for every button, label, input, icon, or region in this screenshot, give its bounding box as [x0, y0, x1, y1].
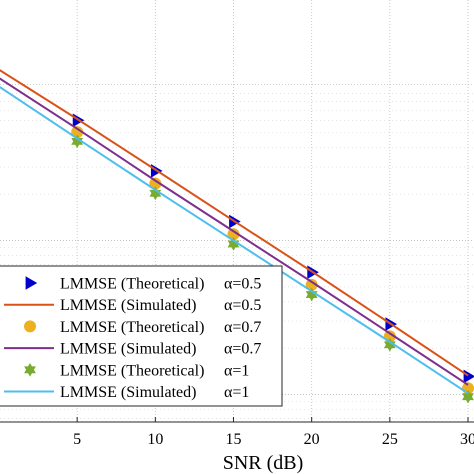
- x-tick-label: 5: [73, 431, 81, 448]
- data-point: [463, 369, 474, 384]
- legend-swatch: [24, 320, 36, 333]
- series-line: [0, 77, 469, 386]
- series-3: [0, 77, 469, 386]
- x-tick-label: 25: [382, 431, 398, 448]
- legend-item: LMMSE (Theoretical) α=1: [24, 362, 249, 379]
- data-point: [305, 287, 318, 302]
- series-5: [0, 85, 469, 395]
- data-point: [462, 389, 474, 404]
- legend-label: LMMSE (Theoretical): [60, 362, 204, 379]
- x-tick-label: 15: [226, 431, 242, 448]
- legend-label: LMMSE (Theoretical): [60, 319, 204, 336]
- x-tick-label: 10: [147, 431, 163, 448]
- data-point: [149, 177, 162, 190]
- legend-label: LMMSE (Simulated): [60, 297, 196, 314]
- x-ticks: 5 10 15 20 25 30: [73, 417, 474, 448]
- data-point: [383, 337, 396, 352]
- legend-alpha: α=0.7: [224, 319, 261, 336]
- series-4: [71, 134, 474, 404]
- legend-alpha: α=0.5: [224, 297, 261, 314]
- legend-swatch: [25, 276, 38, 290]
- legend-alpha: α=0.5: [224, 276, 261, 293]
- legend-label: LMMSE (Simulated): [60, 384, 196, 401]
- series-line: [0, 85, 469, 395]
- data-point: [71, 126, 84, 139]
- data-point: [227, 228, 240, 241]
- data-point: [305, 278, 318, 291]
- legend-item: LMMSE (Simulated) α=1: [4, 384, 249, 401]
- series-line: [0, 69, 469, 377]
- legend-box: [0, 265, 283, 407]
- series-1: [0, 69, 469, 377]
- legend-item: LMMSE (Theoretical) α=0.5: [25, 276, 261, 293]
- data-point: [227, 237, 240, 251]
- legend-swatch: [24, 363, 36, 377]
- data-point: [149, 186, 162, 201]
- legend-label: LMMSE (Theoretical): [60, 276, 204, 293]
- x-tick-label: 20: [304, 431, 320, 448]
- legend-item: LMMSE (Theoretical) α=0.7: [24, 319, 261, 336]
- x-axis-label: SNR (dB): [223, 452, 304, 474]
- x-tick-label: 30: [460, 431, 474, 448]
- data-point: [71, 134, 84, 149]
- legend-alpha: α=1: [224, 362, 249, 379]
- legend-alpha: α=0.7: [224, 341, 261, 358]
- legend-item: LMMSE (Simulated) α=0.5: [4, 297, 261, 314]
- legend-label: LMMSE (Simulated): [60, 341, 196, 358]
- legend-item: LMMSE (Simulated) α=0.7: [4, 341, 261, 358]
- series-layer: [0, 69, 474, 404]
- legend-alpha: α=1: [224, 384, 249, 401]
